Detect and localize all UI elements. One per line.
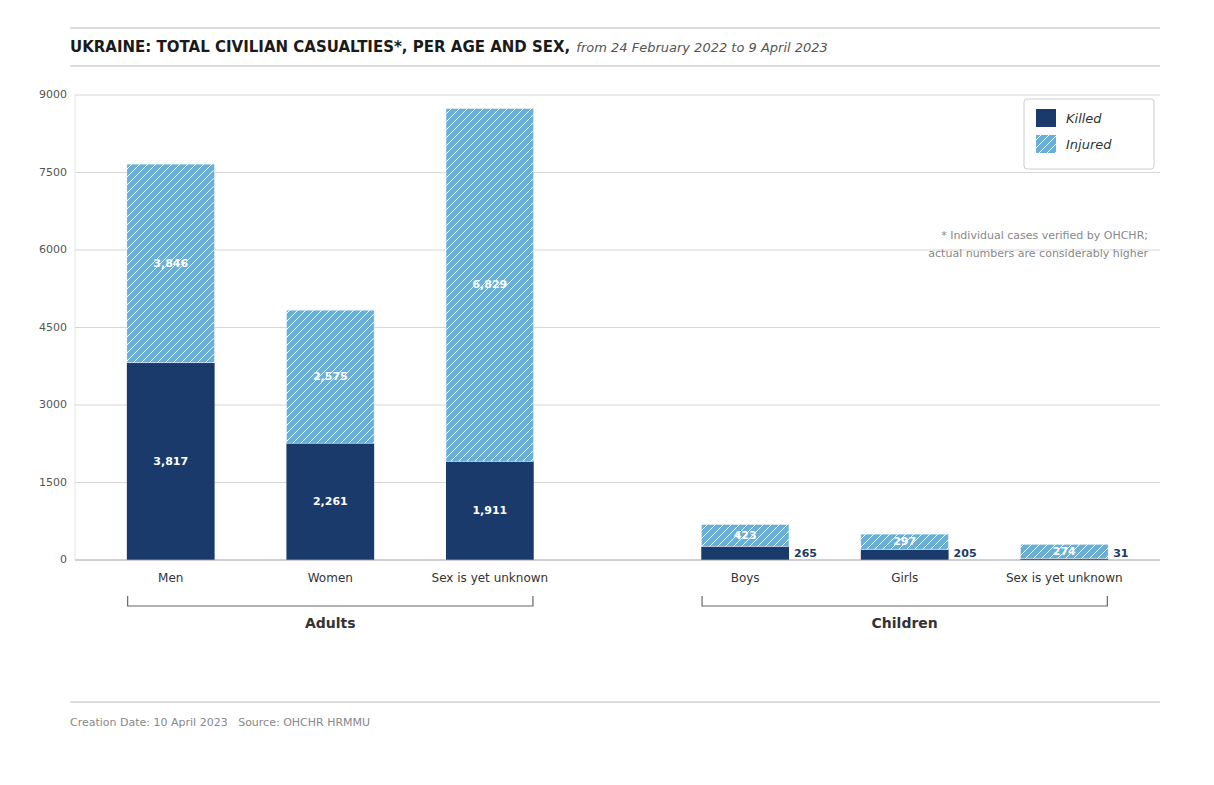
grid-line: [75, 482, 1160, 483]
note-line: actual numbers are considerably higher: [928, 247, 1148, 260]
data-label: 274: [1053, 545, 1076, 558]
bar-segment: [286, 310, 374, 443]
note-line: * Individual cases verified by OHCHR;: [941, 229, 1148, 242]
data-label: 2,261: [313, 495, 348, 508]
bar-segment: [127, 164, 215, 363]
bar-segment: [1020, 544, 1108, 558]
y-tick-label: 3000: [39, 398, 67, 411]
group-label: Adults: [305, 615, 356, 631]
bar-segment: [701, 546, 789, 560]
data-labels: 3,817 2,261 1,911 265 205 31 3,846 2,575 6,829 42…: [153, 257, 1128, 560]
data-label: 31: [1113, 547, 1128, 560]
bar-segment: [127, 363, 215, 560]
data-label: 3,846: [153, 257, 188, 270]
bar-segment: [861, 549, 949, 560]
bar-segment: [861, 534, 949, 549]
group-label: Children: [872, 615, 938, 631]
title-main: UKRAINE: TOTAL CIVILIAN CASUALTIES*, PER…: [70, 38, 570, 56]
x-tick-label: Women: [308, 571, 353, 585]
data-label: 2,575: [313, 370, 348, 383]
bar-segment: [701, 524, 789, 546]
bars: [127, 108, 1108, 560]
group-bracket: [128, 596, 533, 606]
grid-line: [75, 405, 1160, 406]
grid-line: [75, 172, 1160, 173]
data-label: 265: [794, 547, 817, 560]
background: [0, 0, 1214, 785]
grid-line: [75, 327, 1160, 328]
legend-swatch: [1036, 135, 1056, 153]
footer-rule: [70, 702, 1160, 703]
data-label: 3,817: [153, 455, 188, 468]
title: UKRAINE: TOTAL CIVILIAN CASUALTIES*, PER…: [70, 38, 828, 56]
bar-segment: [286, 443, 374, 560]
y-axis-line: [75, 95, 76, 560]
x-tick-label: Men: [158, 571, 183, 585]
grid-line: [75, 560, 1160, 561]
legend-box: [1024, 99, 1154, 169]
x-tick-label: Sex is yet unknown: [432, 571, 549, 585]
legend: Killed Injured: [1024, 99, 1154, 169]
group-bracket: [702, 596, 1107, 606]
subtitle: from 24 February 2022 to 9 April 2023: [576, 40, 828, 55]
grid: [75, 95, 1160, 560]
x-tick-label: Sex is yet unknown: [1006, 571, 1123, 585]
footer: Creation Date: 10 April 2023 Source: OHC…: [70, 716, 370, 729]
data-label: 423: [734, 529, 757, 542]
y-tick-label: 7500: [39, 166, 67, 179]
x-tick-label: Boys: [731, 571, 760, 585]
x-axis-line: [75, 560, 1160, 561]
y-tick-label: 1500: [39, 476, 67, 489]
legend-swatch: [1036, 109, 1056, 127]
y-tick-label: 9000: [39, 88, 67, 101]
y-tick-label: 6000: [39, 243, 67, 256]
data-label: 205: [954, 547, 977, 560]
grid-line: [75, 95, 1160, 96]
y-tick-label: 4500: [39, 321, 67, 334]
chart: UKRAINE: TOTAL CIVILIAN CASUALTIES*, PER…: [0, 0, 1214, 785]
bar-segment: [446, 108, 534, 461]
data-label: 297: [893, 535, 916, 548]
top-rule: [70, 28, 1160, 29]
note: * Individual cases verified by OHCHR; act…: [928, 229, 1148, 260]
legend-label: Injured: [1066, 137, 1112, 152]
y-tick-label: 0: [60, 553, 67, 566]
data-label: 6,829: [472, 278, 507, 291]
data-label: 1,911: [472, 504, 507, 517]
legend-label: Killed: [1066, 111, 1102, 126]
x-tick-label: Girls: [891, 571, 918, 585]
bar-segment: [446, 461, 534, 560]
title-rule: [70, 66, 1160, 67]
